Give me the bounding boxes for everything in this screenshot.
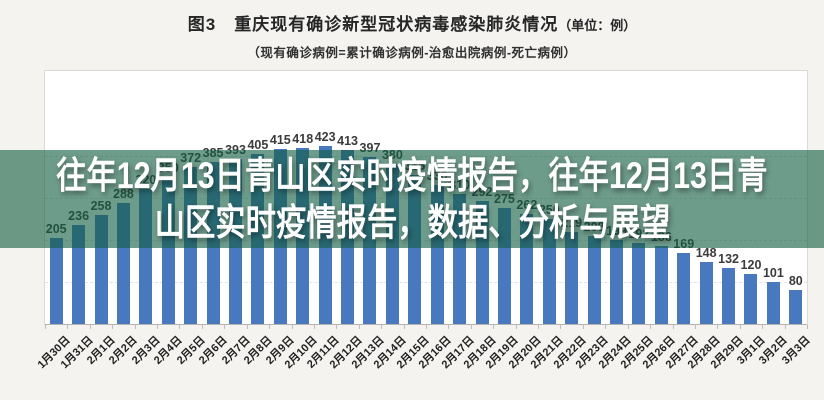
bar-value-label: 132	[718, 252, 739, 267]
x-axis-tick	[403, 325, 405, 329]
x-axis-tick	[426, 325, 427, 329]
x-axis-tick	[672, 325, 674, 329]
bar	[654, 245, 668, 324]
x-axis-tick	[762, 325, 764, 329]
bar-value-label: 413	[337, 134, 358, 149]
x-axis-tick	[224, 325, 226, 329]
bar	[49, 237, 63, 324]
x-axis-tick	[45, 325, 46, 329]
x-axis-tick	[89, 325, 91, 329]
x-axis-tick	[807, 325, 808, 329]
bar	[565, 231, 579, 324]
x-axis-tick	[470, 325, 472, 329]
x-axis-tick	[448, 325, 450, 329]
x-axis-tick	[784, 325, 786, 329]
overlay-text-line-1: 往年12月13日青山区实时疫情报告，往年12月13日青	[56, 155, 768, 196]
bar	[632, 243, 646, 324]
x-axis-tick	[717, 325, 719, 329]
x-axis-tick	[313, 325, 315, 329]
chart-title: 图3 重庆现有确诊新型冠状病毒感染肺炎情况（单位：例）	[0, 10, 824, 35]
chart-header: 图3 重庆现有确诊新型冠状病毒感染肺炎情况（单位：例） （现有确诊病例=累计确诊病…	[0, 0, 824, 61]
bar-value-label: 405	[247, 137, 269, 152]
bar	[699, 261, 713, 324]
x-axis-tick	[67, 325, 69, 329]
x-axis-tick	[538, 325, 540, 329]
x-axis-tick	[246, 325, 248, 329]
x-axis-tick	[291, 325, 293, 329]
chart-subtitle: （现有确诊病例=累计确诊病例-治愈出院病例-死亡病例）	[247, 46, 577, 60]
gridline	[45, 281, 807, 283]
bar-value-label: 148	[695, 245, 717, 260]
overlay-text-line-2: 山区实时疫情报告，数据、分析与展望	[154, 202, 670, 243]
x-axis-tick	[157, 325, 159, 329]
bar	[744, 273, 758, 324]
bar	[677, 252, 691, 324]
x-axis-tick	[560, 325, 562, 329]
chart-unit-note: （单位：例）	[558, 18, 637, 33]
bar-value-label: 80	[788, 274, 803, 289]
bar	[610, 240, 623, 324]
x-axis-tick	[605, 325, 607, 329]
x-axis-tick	[336, 325, 338, 329]
x-axis-tick	[739, 325, 741, 329]
x-axis-tick	[493, 325, 495, 329]
figure-label: 图3	[187, 15, 217, 34]
bar	[766, 281, 780, 324]
x-axis-tick	[269, 325, 271, 329]
x-axis-tick	[134, 325, 136, 329]
bar-value-label: 120	[740, 257, 762, 272]
x-axis-tick	[179, 325, 181, 329]
x-axis-tick	[694, 325, 696, 329]
x-axis-tick	[627, 325, 629, 329]
chart-title-text: 重庆现有确诊新型冠状病毒感染肺炎情况	[234, 15, 559, 34]
bar	[587, 236, 601, 324]
bar	[72, 224, 86, 324]
bar-value-label: 415	[269, 133, 291, 148]
x-axis-line	[45, 324, 807, 325]
x-axis-tick	[112, 325, 114, 329]
watermark-overlay-banner: 往年12月13日青山区实时疫情报告，往年12月13日青 山区实时疫情报告，数据、…	[0, 150, 824, 248]
x-axis-tick	[650, 325, 652, 329]
x-axis-tick	[201, 325, 203, 329]
x-axis-tick	[582, 325, 584, 329]
x-axis-tick	[358, 325, 360, 329]
bar	[722, 268, 736, 324]
bar	[789, 290, 803, 324]
bar-value-label: 418	[292, 132, 314, 147]
bar-value-label: 423	[314, 130, 336, 144]
x-axis-tick	[515, 325, 517, 329]
x-axis-tick	[381, 325, 383, 329]
bar-value-label: 101	[762, 265, 784, 280]
